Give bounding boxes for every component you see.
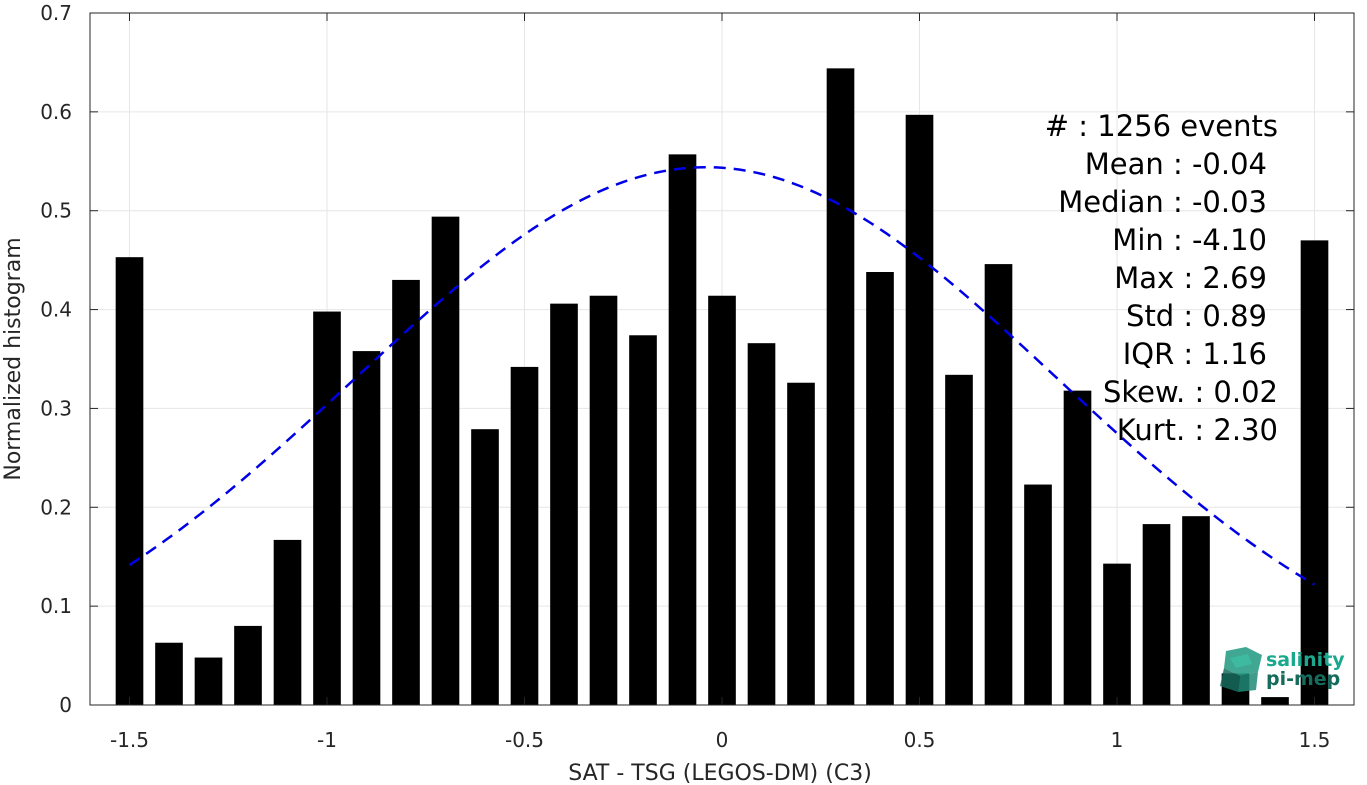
- y-tick-label-1: 0.1: [40, 594, 72, 618]
- bar-8: [431, 216, 460, 705]
- bar-9: [471, 429, 499, 705]
- bar-22: [984, 264, 1013, 705]
- bar-24: [1063, 390, 1092, 705]
- bar-2: [194, 657, 223, 705]
- x-tick-label-1: -1: [317, 728, 337, 752]
- y-tick-label-4: 0.4: [40, 298, 72, 322]
- y-tick-label-2: 0.2: [40, 495, 72, 519]
- bar-4: [273, 539, 302, 705]
- bar-25: [1103, 563, 1131, 705]
- bar-7: [392, 279, 420, 705]
- x-tick-label-0: -1.5: [110, 728, 149, 752]
- bar-23: [1024, 484, 1052, 705]
- x-axis-label: SAT - TSG (LEGOS-DM) (C3): [568, 761, 872, 785]
- bar-19: [866, 272, 894, 705]
- salinity-pi-mep-logo: salinity pi-mep: [1220, 647, 1345, 692]
- x-tick-label-3: 0: [716, 728, 729, 752]
- y-tick-label-3: 0.3: [40, 396, 72, 420]
- y-axis-label: Normalized histogram: [1, 237, 26, 480]
- stat-max: Max : 2.69: [1114, 261, 1267, 295]
- y-tick-label-6: 0.6: [40, 100, 72, 124]
- bar-16: [747, 343, 776, 705]
- bar-5: [313, 311, 341, 705]
- bar-15: [708, 295, 736, 705]
- stat-mean: Mean : -0.04: [1085, 147, 1267, 181]
- logo-text-pi-mep: pi-mep: [1266, 668, 1340, 690]
- y-tick-label-0: 0: [59, 693, 72, 717]
- stat-std: Std : 0.89: [1126, 299, 1267, 333]
- y-tick-label-5: 0.5: [40, 199, 72, 223]
- bar-17: [787, 382, 815, 705]
- bar-27: [1182, 516, 1210, 705]
- stat-min: Min : -4.10: [1112, 223, 1267, 257]
- bar-29: [1261, 697, 1289, 705]
- x-axis-ticks: -1.5 -1 -0.5 0 0.5 1 1.5: [110, 13, 1330, 752]
- bar-18: [826, 68, 855, 706]
- logo-text-salinity: salinity: [1266, 649, 1345, 671]
- y-tick-label-7: 0.7: [40, 1, 72, 25]
- histogram-bars: [115, 68, 1329, 706]
- bar-30: [1300, 240, 1329, 705]
- y-axis-ticks: 0 0.1 0.2 0.3 0.4 0.5 0.6 0.7: [40, 1, 1354, 717]
- x-tick-label-6: 1.5: [1299, 728, 1331, 752]
- bar-14: [668, 154, 697, 705]
- grid-lines: [90, 12, 1354, 706]
- bar-0: [115, 257, 144, 705]
- statistics-panel: # : 1256 events Mean : -0.04 Median : -0…: [1045, 109, 1278, 447]
- stat-iqr: IQR : 1.16: [1123, 337, 1267, 371]
- gaussian-fit-curve: [128, 165, 1316, 586]
- stat-kurt: Kurt. : 2.30: [1117, 413, 1278, 447]
- bar-6: [352, 351, 381, 705]
- stat-count: # : 1256 events: [1045, 109, 1278, 143]
- bar-12: [589, 295, 618, 705]
- stat-median: Median : -0.03: [1058, 185, 1267, 219]
- bar-13: [629, 335, 657, 705]
- stat-skew: Skew. : 0.02: [1103, 375, 1278, 409]
- x-tick-label-2: -0.5: [505, 728, 544, 752]
- logo-cube-icon: [1220, 647, 1262, 692]
- bar-21: [945, 374, 973, 705]
- bar-11: [550, 303, 578, 705]
- bar-1: [155, 642, 183, 705]
- bar-3: [234, 625, 262, 705]
- x-tick-label-5: 1: [1111, 728, 1124, 752]
- bar-10: [510, 366, 539, 705]
- x-tick-label-4: 0.5: [904, 728, 936, 752]
- bar-20: [905, 114, 934, 705]
- bar-26: [1142, 524, 1171, 705]
